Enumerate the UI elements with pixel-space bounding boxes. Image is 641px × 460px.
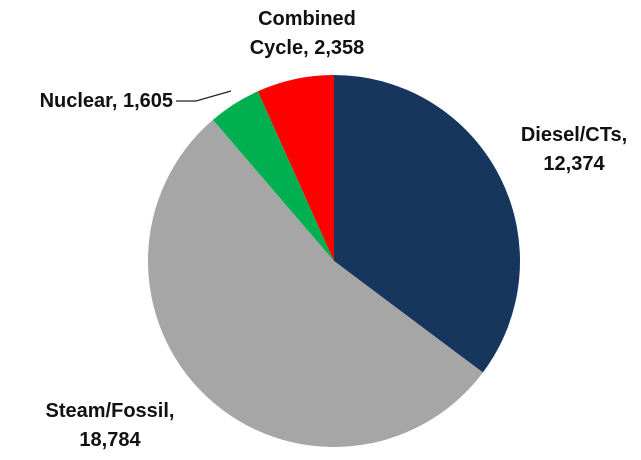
data-label-diesel-cts: Diesel/CTs, 12,374 — [521, 124, 627, 175]
data-label-nuclear: Nuclear, 1,605 — [40, 90, 173, 112]
pie-slice-nuclear — [212, 91, 334, 261]
leader-lines — [176, 90, 232, 102]
slice-labels: Diesel/CTs, 12,374 Steam/Fossil, 18,784 Nucl… — [40, 8, 628, 451]
pie-slice-diesel-cts — [334, 75, 520, 373]
pie-slices — [147, 75, 520, 448]
pie-slice-combined-cycle — [257, 75, 334, 261]
leader-line-nuclear — [176, 90, 232, 102]
pie-slice-steam-fossil — [147, 119, 483, 448]
data-label-combined-cycle: Combined Cycle, 2,358 — [250, 8, 365, 59]
data-label-steam-fossil: Steam/Fossil, 18,784 — [46, 400, 175, 451]
